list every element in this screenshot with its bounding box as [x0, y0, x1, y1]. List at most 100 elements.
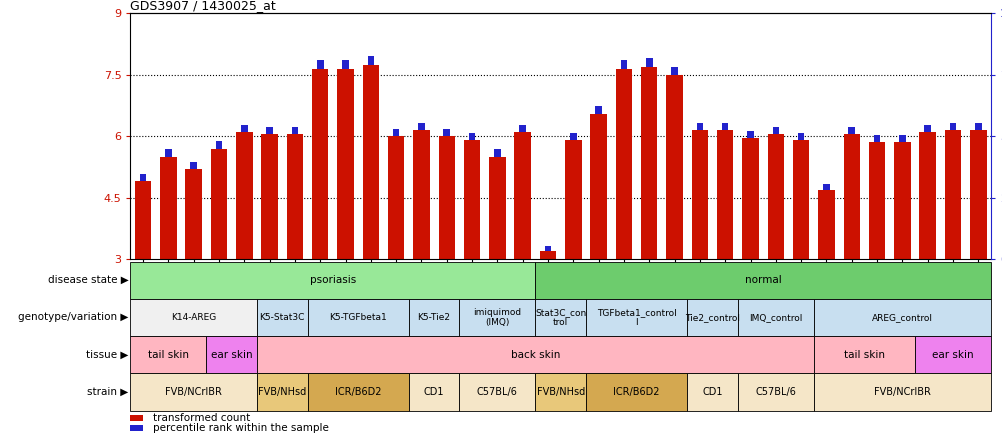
- Bar: [535, 299, 585, 336]
- Bar: [686, 373, 737, 411]
- Text: FVB/NHsd: FVB/NHsd: [536, 387, 584, 397]
- Bar: [267, 127, 273, 134]
- Text: C57BL/6: C57BL/6: [477, 387, 517, 397]
- Bar: [823, 184, 829, 190]
- Text: tissue ▶: tissue ▶: [86, 350, 128, 360]
- Text: K14-AREG: K14-AREG: [171, 313, 216, 322]
- Text: percentile rank within the sample: percentile rank within the sample: [152, 423, 329, 433]
- Bar: [130, 299, 257, 336]
- Bar: [797, 133, 804, 140]
- Bar: [564, 140, 581, 259]
- Text: ICR/B6D2: ICR/B6D2: [335, 387, 381, 397]
- Text: C57BL/6: C57BL/6: [755, 387, 796, 397]
- Bar: [721, 123, 727, 130]
- Text: imiquimod
(IMQ): imiquimod (IMQ): [473, 308, 521, 327]
- Bar: [793, 140, 809, 259]
- Text: FVB/NCrIBR: FVB/NCrIBR: [873, 387, 930, 397]
- Text: FVB/NCrIBR: FVB/NCrIBR: [165, 387, 221, 397]
- Text: psoriasis: psoriasis: [310, 275, 356, 285]
- Bar: [215, 141, 222, 149]
- Bar: [489, 157, 505, 259]
- Text: tail skin: tail skin: [843, 350, 884, 360]
- Bar: [519, 125, 525, 132]
- Bar: [409, 373, 459, 411]
- Text: disease state ▶: disease state ▶: [47, 275, 128, 285]
- Text: CD1: CD1: [701, 387, 722, 397]
- Bar: [443, 129, 450, 136]
- Text: ICR/B6D2: ICR/B6D2: [613, 387, 659, 397]
- Bar: [691, 130, 707, 259]
- Bar: [969, 130, 986, 259]
- Text: CD1: CD1: [424, 387, 444, 397]
- Bar: [585, 373, 686, 411]
- Bar: [418, 123, 424, 130]
- Bar: [257, 336, 813, 373]
- Bar: [363, 64, 379, 259]
- Bar: [206, 336, 257, 373]
- Bar: [772, 127, 779, 134]
- Bar: [893, 143, 910, 259]
- Bar: [235, 132, 253, 259]
- Bar: [620, 59, 626, 69]
- Bar: [645, 58, 652, 67]
- Bar: [287, 134, 303, 259]
- Bar: [716, 130, 732, 259]
- Bar: [130, 425, 143, 431]
- Bar: [914, 336, 990, 373]
- Bar: [185, 169, 201, 259]
- Bar: [873, 135, 880, 143]
- Bar: [257, 373, 308, 411]
- Bar: [640, 67, 657, 259]
- Bar: [737, 299, 813, 336]
- Bar: [139, 174, 146, 182]
- Text: ear skin: ear skin: [210, 350, 253, 360]
- Bar: [898, 135, 905, 143]
- Bar: [308, 373, 409, 411]
- Bar: [590, 114, 606, 259]
- Bar: [468, 133, 475, 140]
- Bar: [737, 373, 813, 411]
- Bar: [130, 415, 143, 421]
- Bar: [696, 123, 702, 130]
- Text: normal: normal: [744, 275, 781, 285]
- Bar: [292, 127, 298, 134]
- Text: back skin: back skin: [510, 350, 559, 360]
- Text: strain ▶: strain ▶: [87, 387, 128, 397]
- Bar: [262, 134, 278, 259]
- Text: ear skin: ear skin: [931, 350, 973, 360]
- Bar: [130, 373, 257, 411]
- Bar: [317, 59, 324, 69]
- Text: AREG_control: AREG_control: [871, 313, 932, 322]
- Bar: [767, 134, 784, 259]
- Bar: [312, 69, 328, 259]
- Bar: [459, 299, 535, 336]
- Bar: [813, 373, 990, 411]
- Bar: [257, 299, 308, 336]
- Bar: [130, 262, 535, 299]
- Text: FVB/NHsd: FVB/NHsd: [258, 387, 306, 397]
- Text: Tie2_control: Tie2_control: [684, 313, 739, 322]
- Text: TGFbeta1_control
l: TGFbeta1_control l: [596, 308, 675, 327]
- Text: Stat3C_con
trol: Stat3C_con trol: [534, 308, 586, 327]
- Text: tail skin: tail skin: [147, 350, 188, 360]
- Bar: [595, 107, 601, 114]
- Bar: [919, 132, 935, 259]
- Text: GDS3907 / 1430025_at: GDS3907 / 1430025_at: [130, 0, 276, 12]
- Bar: [130, 336, 206, 373]
- Text: IMQ_control: IMQ_control: [748, 313, 802, 322]
- Bar: [585, 299, 686, 336]
- Bar: [848, 127, 854, 134]
- Bar: [459, 373, 535, 411]
- Bar: [210, 149, 227, 259]
- Bar: [665, 75, 682, 259]
- Bar: [337, 69, 354, 259]
- Bar: [746, 131, 754, 139]
- Bar: [388, 136, 404, 259]
- Bar: [944, 130, 960, 259]
- Text: K5-Tie2: K5-Tie2: [417, 313, 450, 322]
- Text: genotype/variation ▶: genotype/variation ▶: [18, 313, 128, 322]
- Bar: [615, 69, 631, 259]
- Bar: [438, 136, 455, 259]
- Text: transformed count: transformed count: [152, 413, 249, 423]
- Bar: [843, 134, 859, 259]
